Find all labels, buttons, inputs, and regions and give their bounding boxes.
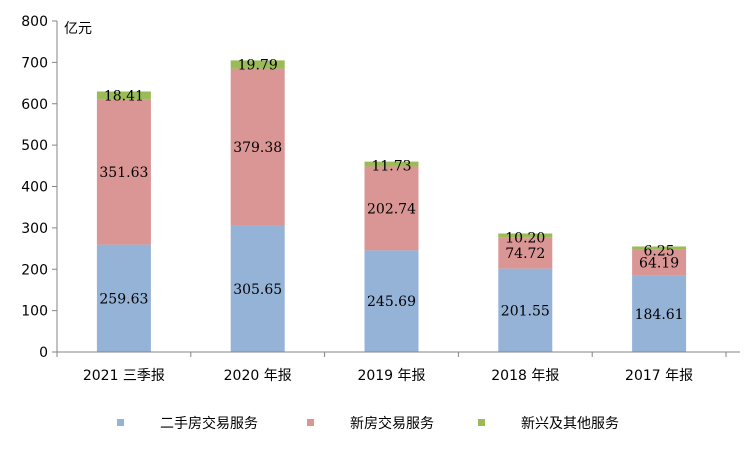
bar-segment xyxy=(498,237,553,269)
bar-segment xyxy=(96,91,151,100)
legend-label: 新兴及其他服务 xyxy=(521,416,619,432)
x-tick-label: 2018 年报 xyxy=(491,368,559,384)
data-label: 11.73 xyxy=(371,159,411,175)
data-label: 305.65 xyxy=(233,282,282,298)
x-axis: 2021 三季报 2020 年报 2019 年报 2018 年报 2017 年报 xyxy=(56,351,740,384)
data-label: 18.41 xyxy=(104,88,144,104)
data-label: 202.74 xyxy=(367,201,416,217)
data-labels: 259.63 351.63 18.41 305.65 379.38 19.79 245.69… xyxy=(99,57,683,322)
y-tick-label: 500 xyxy=(21,138,48,154)
bar-segment xyxy=(230,225,285,352)
y-tick-label: 100 xyxy=(21,304,48,320)
legend-label: 新房交易服务 xyxy=(350,415,434,432)
y-axis-unit-label: 亿元 xyxy=(64,21,92,37)
legend-label: 二手房交易服务 xyxy=(160,415,258,432)
y-tick-label: 200 xyxy=(21,262,48,278)
x-tick-label: 2017 年报 xyxy=(625,368,693,384)
legend-item: 二手房交易服务 xyxy=(117,415,258,432)
y-tick-label: 0 xyxy=(39,345,48,361)
data-label: 259.63 xyxy=(99,291,148,307)
y-tick-label: 300 xyxy=(21,221,48,237)
data-label: 6.25 xyxy=(644,243,675,259)
legend-item: 新兴及其他服务 xyxy=(478,416,619,432)
bar-segment xyxy=(96,244,151,352)
data-label: 74.72 xyxy=(505,246,545,262)
data-label: 10.20 xyxy=(505,230,545,246)
y-tick-label: 700 xyxy=(21,55,48,71)
bars xyxy=(96,60,687,352)
bar-segment xyxy=(498,268,553,352)
bar-segment xyxy=(364,161,419,167)
bar-segment xyxy=(632,249,687,276)
y-axis: 0 100 200 300 400 500 600 700 800 亿元 xyxy=(21,14,92,361)
x-tick-label: 2021 三季报 xyxy=(83,368,165,384)
data-label: 19.79 xyxy=(238,57,278,73)
bar-segment xyxy=(364,166,419,251)
bar-segment xyxy=(230,60,285,69)
data-label: 201.55 xyxy=(501,303,550,319)
bar-segment xyxy=(632,275,687,352)
bar-segment xyxy=(230,68,285,226)
x-tick-label: 2019 年报 xyxy=(357,368,425,384)
data-label: 379.38 xyxy=(233,140,282,156)
bar-segment xyxy=(498,233,553,238)
bar-segment xyxy=(364,250,419,352)
bar-segment xyxy=(632,246,687,250)
y-tick-label: 400 xyxy=(21,180,48,196)
y-tick-label: 800 xyxy=(21,14,48,30)
data-label: 64.19 xyxy=(639,255,679,271)
x-tick-label: 2020 年报 xyxy=(224,368,292,384)
data-label: 245.69 xyxy=(367,294,416,310)
data-label: 351.63 xyxy=(99,165,148,181)
y-tick-label: 600 xyxy=(21,97,48,113)
legend-swatch xyxy=(307,419,314,426)
legend: 二手房交易服务 新房交易服务 新兴及其他服务 xyxy=(117,415,619,432)
bar-segment xyxy=(96,99,151,245)
legend-swatch xyxy=(117,419,124,426)
legend-swatch xyxy=(478,419,485,426)
legend-item: 新房交易服务 xyxy=(307,415,434,432)
data-label: 184.61 xyxy=(635,307,684,323)
